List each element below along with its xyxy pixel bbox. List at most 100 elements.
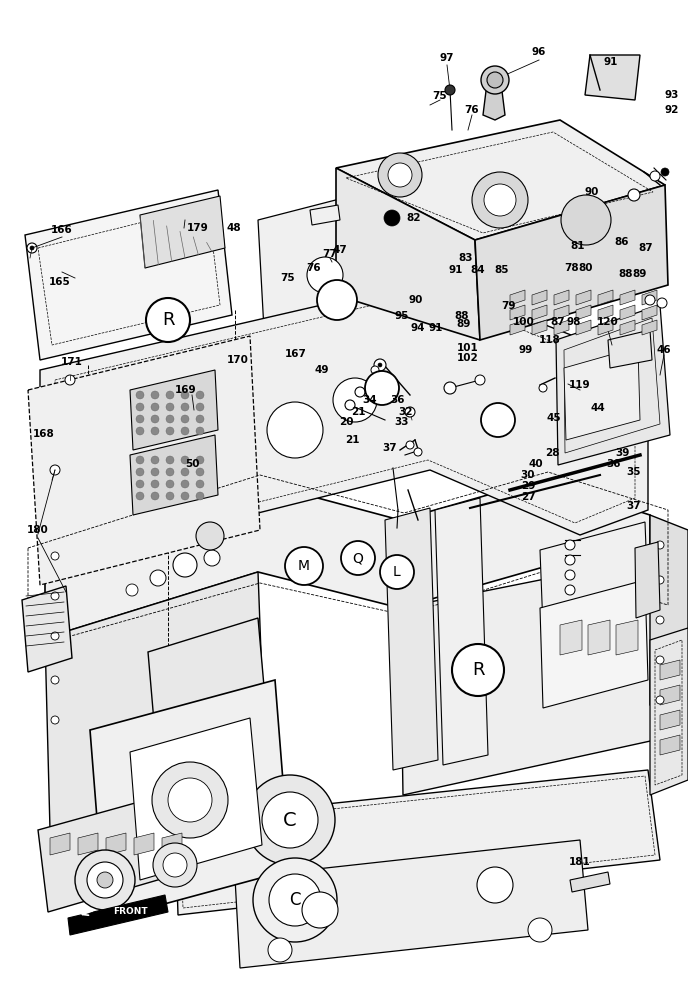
Text: 85: 85 <box>495 265 509 275</box>
Circle shape <box>628 189 640 201</box>
Circle shape <box>136 391 144 399</box>
Circle shape <box>196 492 204 500</box>
Text: 166: 166 <box>51 225 73 235</box>
Circle shape <box>166 492 174 500</box>
Circle shape <box>406 441 414 449</box>
Polygon shape <box>570 872 610 892</box>
Polygon shape <box>435 498 488 765</box>
Text: 84: 84 <box>471 265 485 275</box>
Circle shape <box>345 400 355 410</box>
Polygon shape <box>45 480 650 638</box>
Text: 83: 83 <box>459 253 473 263</box>
Circle shape <box>126 584 138 596</box>
Text: 35: 35 <box>627 467 641 477</box>
Text: 36: 36 <box>391 395 405 405</box>
Polygon shape <box>510 290 525 305</box>
Polygon shape <box>90 680 290 920</box>
Polygon shape <box>68 895 168 935</box>
Polygon shape <box>660 710 680 730</box>
Circle shape <box>539 384 547 392</box>
Text: C: C <box>289 891 301 909</box>
Circle shape <box>181 391 189 399</box>
Circle shape <box>561 195 611 245</box>
Circle shape <box>302 892 338 928</box>
Text: 30: 30 <box>521 470 535 480</box>
Circle shape <box>181 456 189 464</box>
Circle shape <box>657 298 667 308</box>
Circle shape <box>51 716 59 724</box>
Text: 168: 168 <box>33 429 55 439</box>
Polygon shape <box>532 290 547 305</box>
Text: R: R <box>162 311 174 329</box>
Polygon shape <box>130 435 218 515</box>
Text: Q: Q <box>493 413 504 427</box>
Circle shape <box>196 456 204 464</box>
Circle shape <box>146 298 190 342</box>
Circle shape <box>152 762 228 838</box>
Polygon shape <box>258 186 398 330</box>
Circle shape <box>27 243 37 253</box>
Polygon shape <box>540 580 648 708</box>
Polygon shape <box>554 290 569 305</box>
Text: 39: 39 <box>615 448 630 458</box>
Text: 91: 91 <box>429 323 443 333</box>
Polygon shape <box>588 620 610 655</box>
Text: C: C <box>283 810 297 830</box>
Text: 170: 170 <box>227 355 249 365</box>
Text: 88: 88 <box>619 269 633 279</box>
Circle shape <box>656 576 664 584</box>
Text: 91: 91 <box>449 265 463 275</box>
Polygon shape <box>598 305 613 320</box>
Circle shape <box>262 792 318 848</box>
Polygon shape <box>162 833 182 855</box>
Polygon shape <box>45 572 265 830</box>
Text: 90: 90 <box>409 295 423 305</box>
Circle shape <box>405 407 415 417</box>
Circle shape <box>378 363 382 367</box>
Text: FRONT: FRONT <box>113 908 147 916</box>
Text: 37: 37 <box>383 443 397 453</box>
Circle shape <box>333 378 377 422</box>
Polygon shape <box>385 508 438 770</box>
Text: M: M <box>298 559 310 573</box>
Polygon shape <box>475 185 668 340</box>
Polygon shape <box>50 833 70 855</box>
Circle shape <box>151 415 159 423</box>
Text: 78: 78 <box>565 263 579 273</box>
Text: 20: 20 <box>338 417 353 427</box>
Text: 93: 93 <box>665 90 679 100</box>
Polygon shape <box>650 628 688 795</box>
Polygon shape <box>336 120 665 240</box>
Text: M: M <box>330 292 343 308</box>
Circle shape <box>650 171 660 181</box>
Text: 50: 50 <box>185 459 200 469</box>
Text: 118: 118 <box>539 335 561 345</box>
Circle shape <box>196 403 204 411</box>
Circle shape <box>181 468 189 476</box>
Text: 92: 92 <box>665 105 679 115</box>
Text: 75: 75 <box>433 91 447 101</box>
Polygon shape <box>25 190 232 360</box>
Polygon shape <box>620 290 635 305</box>
Circle shape <box>151 480 159 488</box>
Circle shape <box>136 415 144 423</box>
Polygon shape <box>585 55 640 100</box>
Circle shape <box>51 676 59 684</box>
Text: 33: 33 <box>395 417 409 427</box>
Circle shape <box>355 387 365 397</box>
Polygon shape <box>78 833 98 855</box>
Polygon shape <box>148 618 270 792</box>
Circle shape <box>166 456 174 464</box>
Circle shape <box>136 468 144 476</box>
Polygon shape <box>576 305 591 320</box>
Polygon shape <box>130 370 218 450</box>
Text: 45: 45 <box>547 413 561 423</box>
Circle shape <box>151 391 159 399</box>
Circle shape <box>484 184 516 216</box>
Text: 120: 120 <box>597 317 619 327</box>
Circle shape <box>245 775 335 865</box>
Text: 82: 82 <box>407 213 421 223</box>
Polygon shape <box>540 522 648 628</box>
Circle shape <box>30 246 34 250</box>
Polygon shape <box>556 305 670 465</box>
